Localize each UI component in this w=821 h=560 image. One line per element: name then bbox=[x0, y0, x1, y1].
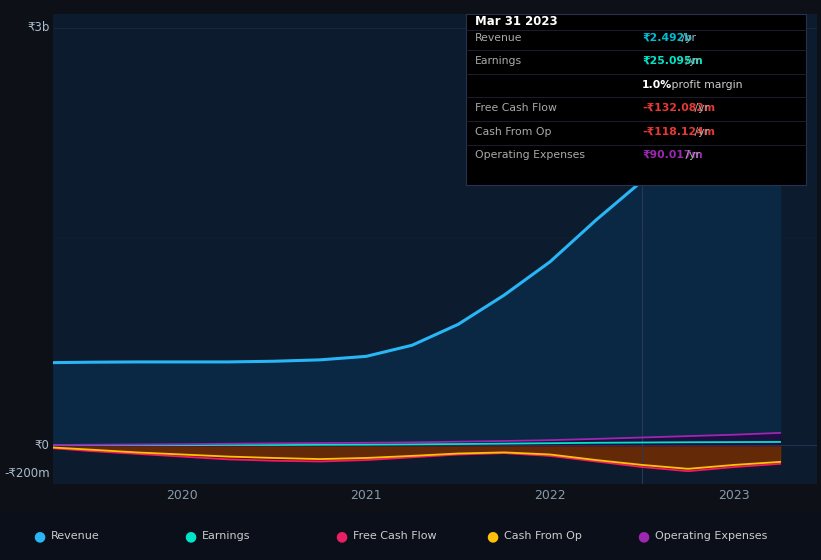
Text: Cash From Op: Cash From Op bbox=[504, 531, 582, 541]
Text: -₹132.082m: -₹132.082m bbox=[642, 103, 715, 113]
Text: -₹118.124m: -₹118.124m bbox=[642, 127, 715, 137]
Text: Revenue: Revenue bbox=[475, 32, 523, 43]
Text: /yr: /yr bbox=[678, 32, 695, 43]
Text: ₹0: ₹0 bbox=[34, 439, 49, 452]
Text: Earnings: Earnings bbox=[475, 56, 522, 66]
Text: ●: ● bbox=[335, 529, 347, 543]
Text: Earnings: Earnings bbox=[202, 531, 250, 541]
Text: ₹2.492b: ₹2.492b bbox=[642, 32, 692, 43]
Text: 1.0%: 1.0% bbox=[642, 80, 672, 90]
Text: ●: ● bbox=[184, 529, 196, 543]
Text: ●: ● bbox=[486, 529, 498, 543]
Text: Revenue: Revenue bbox=[51, 531, 99, 541]
Text: ●: ● bbox=[33, 529, 45, 543]
Text: ₹25.095m: ₹25.095m bbox=[642, 56, 703, 66]
Text: Free Cash Flow: Free Cash Flow bbox=[353, 531, 437, 541]
Text: Operating Expenses: Operating Expenses bbox=[475, 150, 585, 160]
Text: /yr: /yr bbox=[691, 127, 709, 137]
Text: ₹3b: ₹3b bbox=[27, 21, 49, 34]
Text: Mar 31 2023: Mar 31 2023 bbox=[475, 15, 558, 28]
Text: /yr: /yr bbox=[691, 103, 709, 113]
Text: profit margin: profit margin bbox=[668, 80, 743, 90]
Text: Cash From Op: Cash From Op bbox=[475, 127, 552, 137]
Text: -₹200m: -₹200m bbox=[4, 467, 49, 480]
Text: ●: ● bbox=[637, 529, 649, 543]
Text: ₹90.017m: ₹90.017m bbox=[642, 150, 703, 160]
Text: Operating Expenses: Operating Expenses bbox=[655, 531, 768, 541]
Text: /yr: /yr bbox=[682, 56, 700, 66]
Text: Free Cash Flow: Free Cash Flow bbox=[475, 103, 557, 113]
Text: /yr: /yr bbox=[682, 150, 700, 160]
